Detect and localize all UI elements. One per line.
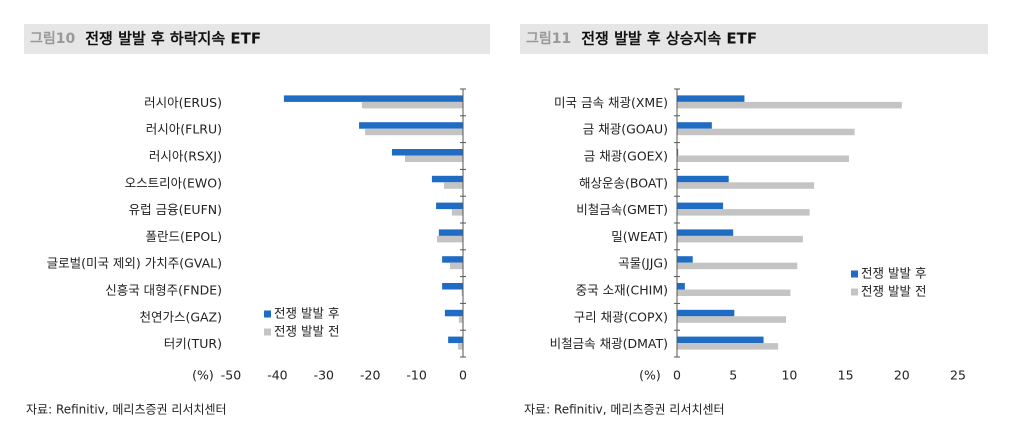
x-tick-label: 10: [781, 368, 797, 383]
bar: [437, 235, 463, 243]
bar: [405, 155, 463, 162]
bar: [365, 128, 463, 136]
bar: [442, 283, 463, 290]
bar: [677, 202, 724, 210]
chart-title: 전쟁 발발 후 상승지속 ETF: [581, 30, 757, 48]
bar: [677, 95, 745, 102]
y-tick-label: 신흥국 대형주(FNDE): [105, 283, 222, 298]
y-tick-label: 러시아(FLRU): [146, 122, 222, 137]
bar: [677, 289, 791, 296]
figure-label: 그림11: [526, 31, 571, 47]
y-tick-label: 러시아(RSXJ): [149, 149, 222, 164]
bar: [677, 235, 803, 243]
y-tick-label: 구리 채광(COPX): [574, 309, 668, 324]
bar: [677, 229, 734, 236]
bar: [359, 122, 463, 129]
y-tick-label: 터키(TUR): [164, 336, 222, 351]
bar: [677, 309, 735, 317]
y-tick-label: 해상운송(BOAT): [579, 175, 668, 190]
bar: [677, 336, 764, 344]
legend-label: 전쟁 발발 전: [861, 284, 926, 299]
legend-swatch: [264, 328, 271, 336]
bar: [436, 202, 463, 210]
bar: [457, 343, 463, 350]
bar: [677, 155, 849, 162]
bar: [443, 182, 463, 189]
legend-swatch: [851, 288, 858, 296]
source-note: 자료: Refinitiv, 메리츠증권 리서치센터: [26, 403, 227, 417]
y-tick-label: 글로벌(미국 제외) 가치주(GVAL): [47, 256, 222, 271]
legend-label: 전쟁 발발 후: [274, 306, 339, 321]
bar: [461, 289, 463, 296]
source-note: 자료: Refinitiv, 메리츠증권 리서치센터: [524, 403, 725, 417]
x-tick-label: -10: [406, 368, 426, 383]
bar: [442, 256, 463, 263]
legend-swatch: [851, 270, 858, 278]
bar: [677, 175, 729, 183]
y-tick-label: 오스트리아(EWO): [125, 175, 222, 190]
bar: [677, 256, 693, 263]
x-tick-label: -20: [360, 368, 380, 383]
chart-title: 전쟁 발발 후 하락지속 ETF: [85, 30, 261, 48]
bar: [677, 343, 779, 350]
y-tick-label: 미국 금속 채광(XME): [554, 95, 668, 110]
y-tick-label: 곡물(JJG): [618, 256, 668, 271]
bar: [677, 283, 685, 290]
y-tick-label: 유럽 금융(EUFN): [129, 202, 222, 217]
bar: [438, 229, 463, 236]
y-tick-label: 비철금속(GMET): [576, 202, 668, 217]
bar: [677, 128, 855, 136]
bar: [677, 182, 815, 189]
bar: [677, 149, 679, 156]
y-tick-label: 폴란드(EPOL): [146, 229, 223, 244]
x-tick-label: 0: [673, 368, 681, 383]
x-tick-label: 0: [459, 368, 467, 383]
header-bar: [520, 24, 988, 54]
y-tick-label: 금 채광(GOEX): [584, 149, 668, 164]
bar: [677, 101, 902, 109]
bar: [677, 262, 798, 270]
x-tick-label: 25: [950, 368, 966, 383]
bar: [451, 209, 463, 216]
bar: [431, 175, 463, 183]
legend-swatch: [264, 310, 271, 318]
bar: [444, 309, 463, 317]
y-tick-label: 중국 소재(CHIM): [576, 283, 668, 298]
y-tick-label: 밀(WEAT): [611, 229, 668, 244]
x-tick-label: 15: [838, 368, 854, 383]
legend-label: 전쟁 발발 전: [274, 324, 339, 339]
bar: [458, 316, 463, 323]
x-axis-unit: (%): [639, 368, 661, 383]
bar: [283, 95, 463, 102]
bar: [677, 316, 787, 323]
legend-label: 전쟁 발발 후: [861, 266, 926, 281]
header-bar: [24, 24, 490, 54]
y-tick-label: 러시아(ERUS): [144, 95, 222, 110]
bar: [448, 336, 463, 344]
figure-label: 그림10: [30, 31, 76, 47]
x-tick-label: -30: [314, 368, 334, 383]
y-tick-label: 금 채광(GOAU): [583, 122, 668, 137]
y-tick-label: 비철금속 채광(DMAT): [550, 336, 668, 351]
x-axis-unit: (%): [192, 368, 214, 383]
x-tick-label: -40: [267, 368, 287, 383]
y-tick-label: 천연가스(GAZ): [139, 309, 222, 324]
bar: [392, 149, 463, 156]
bar: [677, 209, 810, 216]
bar: [450, 262, 463, 270]
x-tick-label: 20: [894, 368, 910, 383]
x-tick-label: 5: [729, 368, 737, 383]
bar: [361, 101, 463, 109]
bar: [677, 122, 712, 129]
x-tick-label: -50: [221, 368, 241, 383]
